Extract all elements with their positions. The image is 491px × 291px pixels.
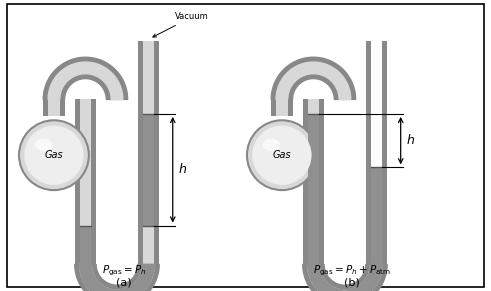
Circle shape — [24, 125, 83, 185]
Bar — [138, 41, 159, 264]
Bar — [48, 100, 60, 116]
Bar — [371, 167, 382, 264]
Bar — [75, 100, 96, 264]
Text: (a): (a) — [116, 277, 132, 287]
Bar — [303, 100, 324, 264]
Polygon shape — [303, 264, 387, 291]
Polygon shape — [48, 62, 123, 100]
Bar — [143, 114, 154, 226]
Polygon shape — [80, 264, 154, 291]
Text: (b): (b) — [344, 277, 360, 287]
Text: Vacuum: Vacuum — [153, 13, 209, 37]
Bar — [43, 100, 65, 116]
Bar — [276, 100, 288, 116]
Text: Gas: Gas — [273, 150, 291, 160]
Circle shape — [19, 120, 89, 190]
Text: h: h — [407, 134, 415, 147]
Text: Gas: Gas — [45, 150, 63, 160]
Text: h: h — [179, 163, 187, 176]
Text: $P_{\rm gas} = P_h + P_{\rm atm}$: $P_{\rm gas} = P_h + P_{\rm atm}$ — [313, 263, 391, 278]
Circle shape — [252, 125, 312, 185]
Bar — [143, 41, 154, 264]
Polygon shape — [307, 264, 382, 291]
Bar — [366, 41, 387, 264]
Bar — [271, 100, 293, 116]
Polygon shape — [43, 57, 128, 100]
Polygon shape — [75, 264, 159, 291]
Polygon shape — [80, 264, 154, 291]
Bar — [80, 226, 91, 264]
Polygon shape — [271, 57, 355, 100]
Bar — [80, 100, 91, 264]
Polygon shape — [276, 62, 351, 100]
Ellipse shape — [263, 139, 280, 151]
Polygon shape — [307, 264, 382, 291]
Bar — [307, 100, 319, 264]
Bar — [307, 114, 319, 264]
Bar — [371, 41, 382, 264]
Ellipse shape — [35, 139, 52, 151]
Circle shape — [247, 120, 317, 190]
Text: $P_{\rm gas} = P_h$: $P_{\rm gas} = P_h$ — [102, 263, 146, 278]
